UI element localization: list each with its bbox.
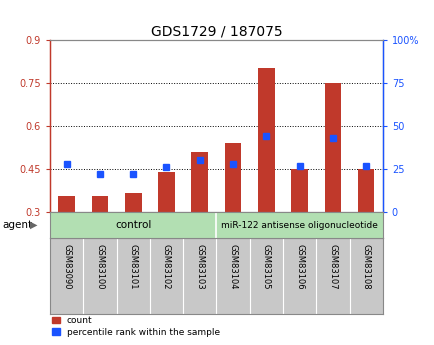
Text: GSM83090: GSM83090 <box>62 244 71 289</box>
Text: ▶: ▶ <box>30 220 37 230</box>
Text: agent: agent <box>2 220 32 230</box>
Text: GSM83108: GSM83108 <box>361 244 370 290</box>
Text: miR-122 antisense oligonucleotide: miR-122 antisense oligonucleotide <box>220 220 377 230</box>
Bar <box>191 152 207 212</box>
Bar <box>324 83 340 212</box>
Title: GDS1729 / 187075: GDS1729 / 187075 <box>150 24 282 39</box>
Bar <box>58 196 75 212</box>
Bar <box>125 194 141 212</box>
Text: GSM83106: GSM83106 <box>294 244 303 290</box>
Text: GSM83105: GSM83105 <box>261 244 270 289</box>
Text: GSM83104: GSM83104 <box>228 244 237 289</box>
Text: GSM83101: GSM83101 <box>128 244 138 289</box>
Bar <box>92 196 108 212</box>
Bar <box>158 172 174 212</box>
Text: GSM83107: GSM83107 <box>328 244 337 290</box>
Bar <box>357 169 374 212</box>
Bar <box>291 169 307 212</box>
Text: GSM83100: GSM83100 <box>95 244 104 289</box>
Text: control: control <box>115 220 151 230</box>
Bar <box>224 143 241 212</box>
Text: GSM83103: GSM83103 <box>195 244 204 290</box>
Bar <box>257 68 274 212</box>
Text: GSM83102: GSM83102 <box>161 244 171 289</box>
Legend: count, percentile rank within the sample: count, percentile rank within the sample <box>48 313 223 341</box>
